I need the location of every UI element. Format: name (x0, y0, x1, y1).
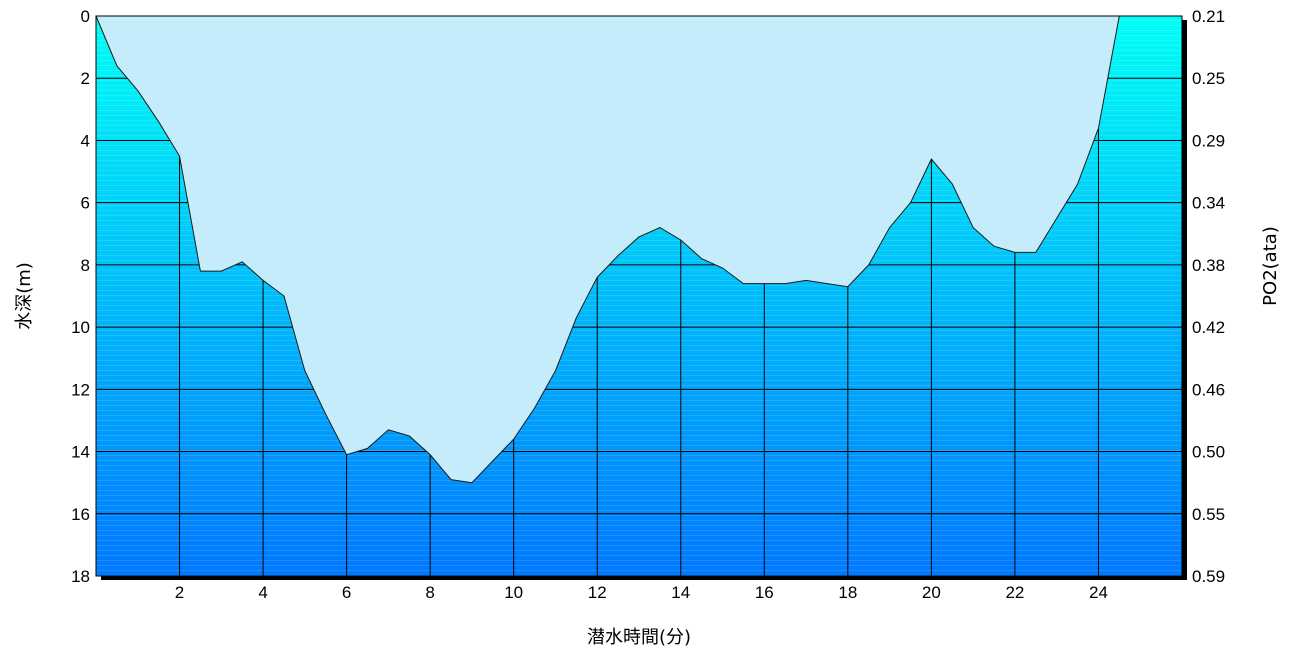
y-tick-label: 10 (71, 318, 90, 337)
y2-tick-label: 0.46 (1192, 380, 1225, 399)
y2-tick-label: 0.55 (1192, 505, 1225, 524)
y-tick-label: 2 (81, 69, 90, 88)
x-tick-label: 14 (671, 583, 690, 602)
y2-tick-label: 0.50 (1192, 443, 1225, 462)
y2-tick-label: 0.29 (1192, 131, 1225, 150)
y-tick-labels: 0 2 4 6 8 10 12 14 16 18 (71, 7, 90, 586)
plot-border (95, 15, 1183, 577)
y2-tick-label: 0.42 (1192, 318, 1225, 337)
x-tick-label: 2 (175, 583, 184, 602)
x-tick-label: 6 (342, 583, 351, 602)
x-tick-label: 10 (504, 583, 523, 602)
x-tick-label: 18 (838, 583, 857, 602)
y-tick-label: 12 (71, 380, 90, 399)
y-tick-label: 18 (71, 567, 90, 586)
x-axis-label: 潜水時間(分) (587, 627, 691, 648)
y-axis-label: 水深(m) (14, 262, 35, 330)
y2-tick-label: 0.25 (1192, 69, 1225, 88)
surface-area (95, 15, 1182, 484)
y-tick-label: 4 (81, 131, 90, 150)
x-tick-label: 12 (588, 583, 607, 602)
y2-tick-label: 0.34 (1192, 194, 1225, 213)
y-tick-label: 14 (71, 443, 90, 462)
y2-tick-labels: 0.21 0.25 0.29 0.34 0.38 0.42 0.46 0.50 0.55 0.59 (1192, 7, 1225, 586)
y-tick-label: 0 (81, 7, 90, 26)
y2-tick-label: 0.21 (1192, 7, 1225, 26)
x-tick-label: 4 (258, 583, 267, 602)
x-tick-labels: 2 4 6 8 10 12 14 16 18 20 22 24 (175, 583, 1108, 602)
x-tick-label: 20 (922, 583, 941, 602)
x-tick-label: 22 (1005, 583, 1024, 602)
x-tick-label: 16 (755, 583, 774, 602)
x-tick-label: 24 (1089, 583, 1108, 602)
y-tick-label: 16 (71, 505, 90, 524)
y-tick-label: 8 (81, 256, 90, 275)
y2-axis-label: PO2(ata) (1260, 226, 1281, 306)
y-tick-label: 6 (81, 194, 90, 213)
y2-tick-label: 0.38 (1192, 256, 1225, 275)
x-tick-label: 8 (425, 583, 434, 602)
y2-tick-label: 0.59 (1192, 567, 1225, 586)
